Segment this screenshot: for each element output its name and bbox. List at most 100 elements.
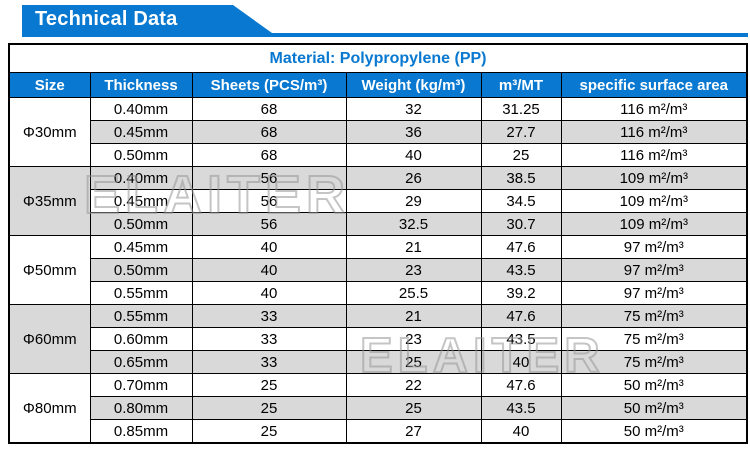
volume-per-mt-cell: 31.25 [480, 97, 562, 121]
surface-area-cell: 50 m²/m³ [560, 396, 748, 420]
surface-area-cell: 116 m²/m³ [560, 120, 748, 144]
table-row: 0.50mm 68 40 25 116 m²/m³ [9, 143, 748, 167]
volume-per-mt-cell: 39.2 [480, 281, 562, 305]
thickness-cell: 0.55mm [89, 304, 193, 328]
thickness-cell: 0.50mm [89, 212, 193, 236]
sheets-cell: 33 [191, 350, 347, 374]
thickness-cell: 0.40mm [89, 166, 193, 190]
volume-per-mt-cell: 43.5 [480, 327, 562, 351]
thickness-cell: 0.40mm [89, 97, 193, 121]
thickness-cell: 0.60mm [89, 327, 193, 351]
weight-cell: 25 [345, 350, 482, 374]
thickness-cell: 0.50mm [89, 258, 193, 282]
thickness-cell: 0.85mm [89, 419, 193, 444]
thickness-cell: 0.50mm [89, 143, 193, 167]
volume-per-mt-cell: 25 [480, 143, 562, 167]
column-header-m3-per-mt: m³/MT [480, 72, 562, 98]
sheets-cell: 56 [191, 189, 347, 213]
thickness-cell: 0.65mm [89, 350, 193, 374]
weight-cell: 25 [345, 396, 482, 420]
size-cell: Φ35mm [8, 166, 91, 236]
surface-area-cell: 50 m²/m³ [560, 419, 748, 444]
surface-area-cell: 75 m²/m³ [560, 304, 748, 328]
table-row: 0.80mm 25 25 43.5 50 m²/m³ [9, 396, 748, 420]
column-header-thickness: Thickness [89, 72, 193, 98]
surface-area-cell: 109 m²/m³ [560, 212, 748, 236]
column-header-surface-area: specific surface area [560, 72, 748, 98]
weight-cell: 27 [345, 419, 482, 444]
weight-cell: 21 [345, 235, 482, 259]
table-row: Φ60mm 0.55mm 33 21 47.6 75 m²/m³ [8, 304, 748, 374]
surface-area-cell: 97 m²/m³ [560, 235, 748, 259]
sheets-cell: 56 [191, 212, 347, 236]
volume-per-mt-cell: 34.5 [480, 189, 562, 213]
volume-per-mt-cell: 27.7 [480, 120, 562, 144]
weight-cell: 26 [345, 166, 482, 190]
volume-per-mt-cell: 47.6 [480, 235, 562, 259]
volume-per-mt-cell: 47.6 [480, 304, 562, 328]
table-row: 0.45mm 56 29 34.5 109 m²/m³ [9, 189, 748, 213]
weight-cell: 36 [345, 120, 482, 144]
weight-cell: 22 [345, 373, 482, 397]
column-header-size: Size [8, 72, 91, 98]
volume-per-mt-cell: 47.6 [480, 373, 562, 397]
surface-area-cell: 109 m²/m³ [560, 166, 748, 190]
surface-area-cell: 75 m²/m³ [560, 327, 748, 351]
sheets-cell: 68 [191, 97, 347, 121]
sheets-cell: 68 [191, 120, 347, 144]
sheets-cell: 33 [191, 304, 347, 328]
volume-per-mt-cell: 38.5 [480, 166, 562, 190]
table-row: Φ50mm 0.45mm 40 21 47.6 97 m²/m³ [8, 235, 748, 305]
volume-per-mt-cell: 40 [480, 350, 562, 374]
column-header-row: Size Thickness Sheets (PCS/m³) Weight (k… [8, 72, 748, 98]
thickness-cell: 0.45mm [89, 189, 193, 213]
table-row: 0.60mm 33 23 43.5 75 m²/m³ [9, 327, 748, 351]
size-cell: Φ60mm [8, 304, 91, 374]
table-row: Φ80mm 0.70mm 25 22 47.6 50 m²/m³ [8, 373, 748, 444]
table-row: 0.65mm 33 25 40 75 m²/m³ [9, 350, 748, 374]
page-title: Technical Data [35, 7, 178, 30]
title-banner: Technical Data [22, 5, 272, 33]
volume-per-mt-cell: 30.7 [480, 212, 562, 236]
table-row: 0.55mm 40 25.5 39.2 97 m²/m³ [9, 281, 748, 305]
surface-area-cell: 116 m²/m³ [560, 143, 748, 167]
sheets-cell: 68 [191, 143, 347, 167]
column-header-weight: Weight (kg/m³) [345, 72, 482, 98]
table-body: Φ30mm 0.40mm 68 32 31.25 116 m²/m³ 0.45mm 68 36 2… [8, 97, 748, 444]
size-cell: Φ50mm [8, 235, 91, 305]
weight-cell: 40 [345, 143, 482, 167]
sheets-cell: 56 [191, 166, 347, 190]
surface-area-cell: 116 m²/m³ [560, 97, 748, 121]
thickness-cell: 0.80mm [89, 396, 193, 420]
sheets-cell: 40 [191, 258, 347, 282]
surface-area-cell: 50 m²/m³ [560, 373, 748, 397]
column-header-sheets: Sheets (PCS/m³) [191, 72, 347, 98]
volume-per-mt-cell: 43.5 [480, 396, 562, 420]
volume-per-mt-cell: 40 [480, 419, 562, 444]
weight-cell: 23 [345, 327, 482, 351]
weight-cell: 32 [345, 97, 482, 121]
surface-area-cell: 109 m²/m³ [560, 189, 748, 213]
weight-cell: 29 [345, 189, 482, 213]
thickness-cell: 0.45mm [89, 120, 193, 144]
weight-cell: 25.5 [345, 281, 482, 305]
thickness-cell: 0.70mm [89, 373, 193, 397]
size-cell: Φ30mm [8, 97, 91, 167]
thickness-cell: 0.55mm [89, 281, 193, 305]
technical-data-table: Material: Polypropylene (PP) Size Thickn… [8, 43, 749, 444]
material-row: Material: Polypropylene (PP) [8, 43, 748, 73]
sheets-cell: 25 [191, 419, 347, 444]
surface-area-cell: 97 m²/m³ [560, 281, 748, 305]
sheets-cell: 25 [191, 373, 347, 397]
sheets-cell: 40 [191, 235, 347, 259]
weight-cell: 23 [345, 258, 482, 282]
surface-area-cell: 97 m²/m³ [560, 258, 748, 282]
table-row: 0.45mm 68 36 27.7 116 m²/m³ [9, 120, 748, 144]
table-row: Φ30mm 0.40mm 68 32 31.25 116 m²/m³ [8, 97, 748, 167]
material-header: Material: Polypropylene (PP) [8, 43, 748, 73]
volume-per-mt-cell: 43.5 [480, 258, 562, 282]
weight-cell: 21 [345, 304, 482, 328]
size-cell: Φ80mm [8, 373, 91, 444]
table-row: Φ35mm 0.40mm 56 26 38.5 109 m²/m³ [8, 166, 748, 236]
table-row: 0.85mm 25 27 40 50 m²/m³ [9, 419, 748, 444]
